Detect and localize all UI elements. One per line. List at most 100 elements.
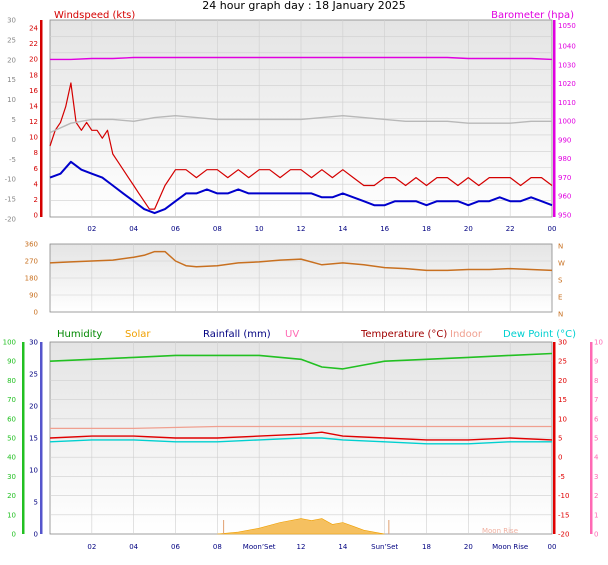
solar-area (217, 518, 385, 535)
humidity-tick-label: 90 (7, 358, 16, 366)
wind-tick-label: 18 (29, 71, 38, 79)
legend-solar: Solar (125, 329, 151, 340)
outer-left-tick-label: -20 (5, 216, 16, 224)
humidity-tick-label: 70 (7, 396, 16, 404)
wind-tick-label: 20 (29, 56, 38, 64)
humidity-tick-label: 30 (7, 473, 16, 481)
compass-label: S (558, 277, 563, 285)
temperature-tick-label: 0 (558, 454, 562, 462)
temperature-tick-label: -5 (558, 473, 565, 481)
outer-left-tick-label: -15 (5, 196, 16, 204)
humidity-tick-label: 40 (7, 454, 16, 462)
humidity-tick-label: 20 (7, 492, 16, 500)
uv-tick-label: 7 (594, 396, 598, 404)
temperature-tick-label: -10 (558, 492, 569, 500)
uv-tick-label: 3 (594, 473, 598, 481)
compass-label: E (558, 294, 562, 302)
weather-series-line (49, 437, 552, 445)
temperature-tick-label: 25 (558, 358, 567, 366)
outer-left-tick-label: 0 (12, 136, 16, 144)
legend-uv: UV (285, 329, 299, 340)
wind-x-tick-label: 16 (380, 225, 389, 233)
wind-tick-label: 10 (29, 134, 38, 142)
temperature-tick-label: -15 (558, 511, 569, 519)
rain-tick-label: 5 (34, 499, 38, 507)
wind-x-tick-label: 14 (338, 225, 347, 233)
rain-axis-bar (40, 342, 43, 534)
uv-tick-label: 5 (594, 435, 598, 443)
wind-tick-label: 8 (34, 149, 38, 157)
wind-axis-bar (40, 20, 43, 217)
baro-tick-label: 980 (558, 155, 571, 163)
outer-left-tick-label: 5 (12, 116, 16, 124)
weather-series-line (49, 431, 553, 441)
temperature-x-tick-label: 18 (422, 543, 431, 551)
baro-tick-label: 1050 (558, 22, 576, 30)
wind-tick-label: 24 (29, 25, 38, 33)
compass-label: N (558, 311, 563, 319)
uv-tick-label: 1 (594, 511, 598, 519)
wind-tick-label: 4 (34, 180, 39, 188)
temperature-x-tick-label: Moon Rise (492, 543, 528, 551)
baro-tick-label: 1020 (558, 80, 576, 88)
baro-tick-label: 1000 (558, 118, 576, 126)
humidity-tick-label: 100 (3, 339, 16, 347)
baro-tick-label: 960 (558, 193, 571, 201)
wind-tick-label: 2 (34, 196, 38, 204)
wind-x-tick-label: 04 (129, 225, 138, 233)
weather-series-line (49, 352, 553, 370)
outer-left-tick-label: -10 (5, 176, 16, 184)
temperature-x-tick-label: 08 (213, 543, 222, 551)
wind-tick-label: 22 (29, 40, 38, 48)
uv-tick-label: 9 (594, 358, 598, 366)
weather-series-line (50, 425, 552, 429)
legend-temperature: Temperature (°C) (360, 329, 447, 340)
faint-event-label: Moon Rise (482, 527, 518, 535)
direction-tick-label: 0 (34, 309, 38, 317)
temperature-x-tick-label: 06 (171, 543, 180, 551)
temperature-x-tick-label: 12 (297, 543, 306, 551)
legend-dew-point: Dew Point (°C) (503, 329, 576, 340)
wind-tick-label: 16 (29, 87, 38, 95)
wind-series-line (49, 160, 553, 215)
temperature-x-tick-label: Moon’Set (243, 543, 276, 551)
direction-tick-label: 180 (25, 275, 38, 283)
humidity-axis-bar (22, 342, 25, 534)
temperature-x-tick-label: 04 (129, 543, 138, 551)
page-title: 24 hour graph day : 18 January 2025 (202, 0, 406, 12)
temperature-tick-label: -20 (558, 531, 569, 539)
wind-tick-label: 14 (29, 102, 38, 110)
baro-series-line (49, 114, 552, 134)
temperature-axis-bar (553, 342, 556, 534)
uv-axis-bar (590, 342, 593, 534)
baro-tick-label: 1040 (558, 43, 576, 51)
baro-axis-bar (553, 20, 556, 217)
uv-tick-label: 6 (594, 415, 599, 423)
uv-tick-label: 10 (594, 339, 603, 347)
wind-tick-label: 6 (34, 165, 39, 173)
rain-tick-label: 25 (29, 371, 38, 379)
temperature-x-tick-label: Sun’Set (371, 543, 398, 551)
wind-x-tick-label: 10 (255, 225, 264, 233)
compass-label: W (558, 260, 565, 268)
baro-tick-label: 990 (558, 136, 571, 144)
outer-left-tick-label: 25 (7, 36, 16, 44)
wind-x-tick-label: 02 (87, 225, 96, 233)
wind-tick-label: 12 (29, 118, 38, 126)
humidity-tick-label: 50 (7, 435, 16, 443)
uv-tick-label: 4 (594, 454, 599, 462)
legend-indoor: Indoor (450, 329, 483, 340)
rain-tick-label: 30 (29, 339, 38, 347)
compass-label: N (558, 243, 563, 251)
uv-tick-label: 2 (594, 492, 598, 500)
wind-x-tick-label: 22 (506, 225, 515, 233)
uv-tick-label: 0 (594, 531, 598, 539)
temperature-x-tick-label: 00 (548, 543, 557, 551)
baro-tick-label: 950 (558, 212, 571, 220)
rain-tick-label: 15 (29, 435, 38, 443)
wind-series-line (49, 82, 553, 210)
humidity-tick-label: 0 (12, 531, 16, 539)
temperature-x-tick-label: 14 (338, 543, 347, 551)
legend-humidity: Humidity (57, 329, 102, 340)
